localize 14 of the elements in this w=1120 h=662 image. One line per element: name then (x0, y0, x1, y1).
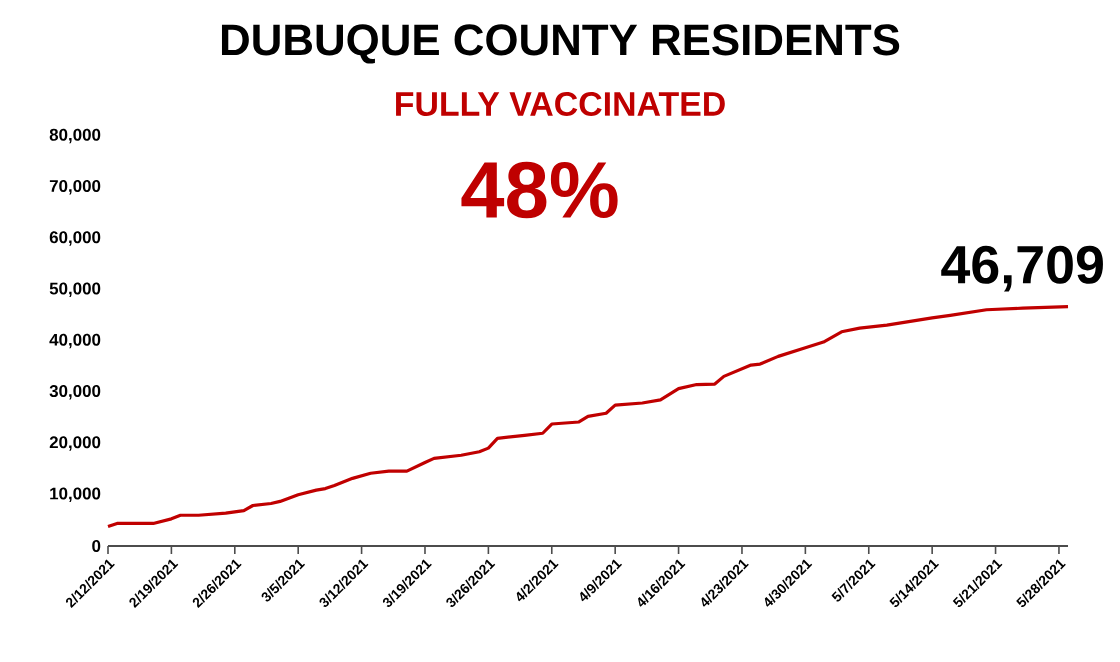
y-tick-label: 50,000 (49, 282, 101, 297)
annotation: 48% (461, 161, 618, 219)
y-tick-label: 30,000 (49, 385, 101, 400)
y-tick-label: 80,000 (49, 128, 101, 144)
annotation: 46,709 (941, 245, 1103, 292)
y-tick-label: 70,000 (49, 180, 101, 195)
y-tick-label: 0 (92, 540, 101, 552)
y-tick-label: 40,000 (49, 333, 101, 349)
line-series (106, 305, 1070, 529)
y-tick-label: 60,000 (49, 231, 101, 246)
chart-subtitle: FULLY VACCINATED (396, 92, 725, 116)
y-tick-label: 10,000 (50, 487, 101, 502)
y-tick-label: 20,000 (49, 436, 101, 451)
chart-title: DUBUQUE COUNTY RESIDENTS (221, 24, 900, 64)
